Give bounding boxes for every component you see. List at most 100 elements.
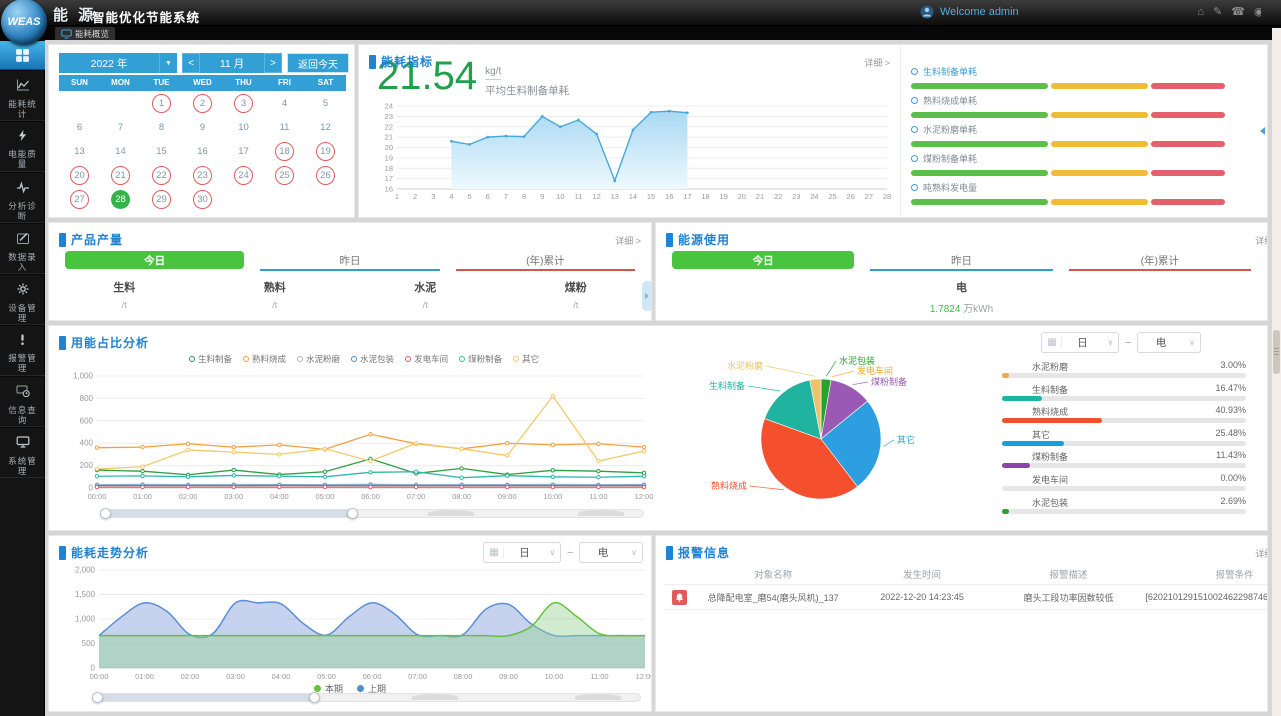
calendar-day[interactable]: 14 (115, 145, 126, 157)
pie-slice[interactable] (764, 379, 822, 440)
ranking-label: 发电车间 (1032, 475, 1069, 485)
legend-item[interactable]: 水泥包装 (351, 353, 394, 365)
period-select[interactable]: ▦ 日 ∨ (483, 542, 562, 563)
legend-item[interactable]: 熟料烧成 (243, 353, 286, 365)
legend-item[interactable]: 上期 (357, 682, 386, 695)
product-tab-1[interactable]: 今日 (65, 251, 245, 269)
gear-icon (16, 281, 30, 296)
metric-label: 煤粉制备单耗 (923, 154, 978, 164)
sidebar-item-system-mgmt[interactable]: 系统管理 (0, 427, 45, 478)
indicator-metric[interactable]: 水泥粉磨单耗 (911, 123, 1256, 136)
calendar-day[interactable]: 24 (234, 165, 253, 185)
calendar-day[interactable]: 13 (74, 145, 85, 157)
sidebar-item-info-query[interactable]: 信息查询 (0, 376, 45, 427)
calendar-day[interactable]: 15 (156, 145, 167, 157)
calendar-day[interactable]: 30 (193, 189, 212, 209)
indicator-metric[interactable]: 吨熟料发电量 (911, 181, 1256, 194)
calendar-day[interactable]: 18 (275, 141, 294, 161)
calendar-day[interactable]: 1 (152, 93, 171, 113)
phone-icon[interactable]: ☎ (1231, 6, 1245, 18)
calendar-day[interactable]: 7 (117, 121, 124, 133)
calendar-day[interactable]: 8 (158, 121, 165, 133)
detail-link[interactable]: 详细 > (1255, 549, 1267, 559)
legend-item[interactable]: 发电车间 (405, 353, 448, 365)
sidebar-item-overview[interactable] (0, 40, 45, 70)
indicator-metric[interactable]: 生料制备单耗 (911, 65, 1256, 78)
calendar-today-button[interactable]: 返回今天 (287, 53, 349, 73)
expand-arrow[interactable] (642, 281, 651, 311)
slider-handle[interactable] (100, 508, 111, 519)
calendar-day[interactable]: 25 (275, 165, 294, 185)
pie-slice[interactable] (820, 400, 882, 488)
sidebar-item-analysis-diagnosis[interactable]: 分析诊断 (0, 172, 45, 223)
indicator-metric-row: 煤粉制备单耗 (911, 152, 1256, 176)
detail-link[interactable]: 详细 > (864, 58, 890, 68)
legend-item[interactable]: 水泥粉磨 (297, 353, 340, 365)
calendar-day[interactable]: 23 (193, 165, 212, 185)
indicator-metric[interactable]: 熟料烧成单耗 (911, 94, 1256, 107)
legend-item[interactable]: 本期 (313, 682, 343, 695)
trend-zoom-slider[interactable] (92, 692, 641, 703)
legend-item[interactable]: 生料制备 (189, 353, 232, 365)
sidebar-item-data-entry[interactable]: 数据录入 (0, 223, 45, 274)
calendar-day[interactable]: 9 (199, 121, 206, 133)
product-tab-2[interactable]: 昨日 (260, 251, 440, 271)
calendar-day[interactable]: 20 (70, 165, 89, 185)
period-select[interactable]: ▦ 日 ∨ (1041, 332, 1120, 353)
sidebar-item-alarm-mgmt[interactable]: 报警管理 (0, 325, 45, 376)
calendar-day[interactable]: 19 (316, 141, 335, 161)
calendar-day[interactable]: 28 (111, 189, 130, 209)
calendar-next-button[interactable]: > (264, 53, 282, 73)
calendar-day[interactable]: 16 (197, 145, 208, 157)
detail-link[interactable]: 详细 > (1255, 236, 1267, 246)
energy-type-select[interactable]: 电 ∨ (579, 542, 643, 563)
calendar-day[interactable]: 22 (152, 165, 171, 185)
welcome-area[interactable]: Welcome admin (920, 5, 1019, 19)
edit-icon[interactable]: ✎ (1213, 6, 1223, 18)
slider-handle[interactable] (309, 692, 321, 703)
calendar-day[interactable]: 29 (152, 189, 171, 209)
scrollbar-thumb[interactable] (1273, 330, 1280, 374)
collapse-arrow-icon[interactable] (1260, 127, 1265, 135)
sidebar-item-power-quality[interactable]: 电能质量 (0, 121, 45, 172)
calendar-day[interactable]: 6 (76, 121, 83, 133)
calendar-day[interactable]: 4 (281, 97, 288, 109)
usage-zoom-slider[interactable] (100, 508, 644, 519)
calendar-day[interactable]: 10 (238, 121, 249, 133)
calendar-day[interactable]: 26 (316, 165, 335, 185)
energy-tab-1[interactable]: 今日 (672, 251, 855, 269)
calendar-day[interactable]: 27 (70, 189, 89, 209)
page-scrollbar[interactable] (1272, 28, 1281, 716)
calendar-day[interactable]: 17 (238, 145, 249, 157)
calendar-day[interactable]: 2 (193, 93, 212, 113)
calendar-prev-button[interactable]: < (182, 53, 200, 73)
calendar-day[interactable]: 3 (234, 93, 253, 113)
energy-tab-3[interactable]: (年)累计 (1068, 251, 1251, 271)
monitor-icon (61, 28, 72, 39)
pie-slice[interactable] (760, 418, 858, 500)
slider-handle[interactable] (92, 692, 103, 703)
legend-item[interactable]: 煤粉制备 (459, 353, 502, 365)
home-icon[interactable]: ⌂ (1197, 6, 1205, 18)
sidebar-item-device-mgmt[interactable]: 设备管理 (0, 274, 45, 325)
calendar-day[interactable]: 5 (322, 97, 329, 109)
clipped-icon[interactable]: ◉ (1254, 6, 1261, 18)
indicator-metric[interactable]: 煤粉制备单耗 (911, 152, 1256, 165)
tab-energy-overview[interactable]: 能耗概览 (55, 27, 116, 40)
pie-slice[interactable] (809, 378, 822, 440)
energy-type-select[interactable]: 电 ∨ (1137, 332, 1201, 353)
svg-text:26: 26 (847, 192, 855, 201)
alarm-row[interactable]: 总降配电室_磨54(磨头风机)_137 2022-12-20 14:23:45 磨头… (664, 584, 1267, 610)
detail-link[interactable]: 详细 > (615, 236, 641, 246)
calendar-day[interactable]: 11 (279, 121, 290, 133)
calendar-day[interactable]: 12 (320, 121, 331, 133)
legend-item[interactable]: 其它 (513, 353, 539, 365)
slider-handle[interactable] (347, 508, 359, 519)
energy-tab-2[interactable]: 昨日 (870, 251, 1053, 271)
calendar-day[interactable]: 21 (111, 165, 130, 185)
product-tab-3[interactable]: (年)累计 (455, 251, 635, 271)
sidebar-item-energy-stats[interactable]: 能耗统计 (0, 70, 45, 121)
calendar-year-value: 2022 年 (90, 57, 128, 70)
calendar-year-select[interactable]: 2022 年 ▼ (59, 53, 177, 73)
product-tabs: 今日 昨日 (年)累计 (57, 251, 643, 271)
